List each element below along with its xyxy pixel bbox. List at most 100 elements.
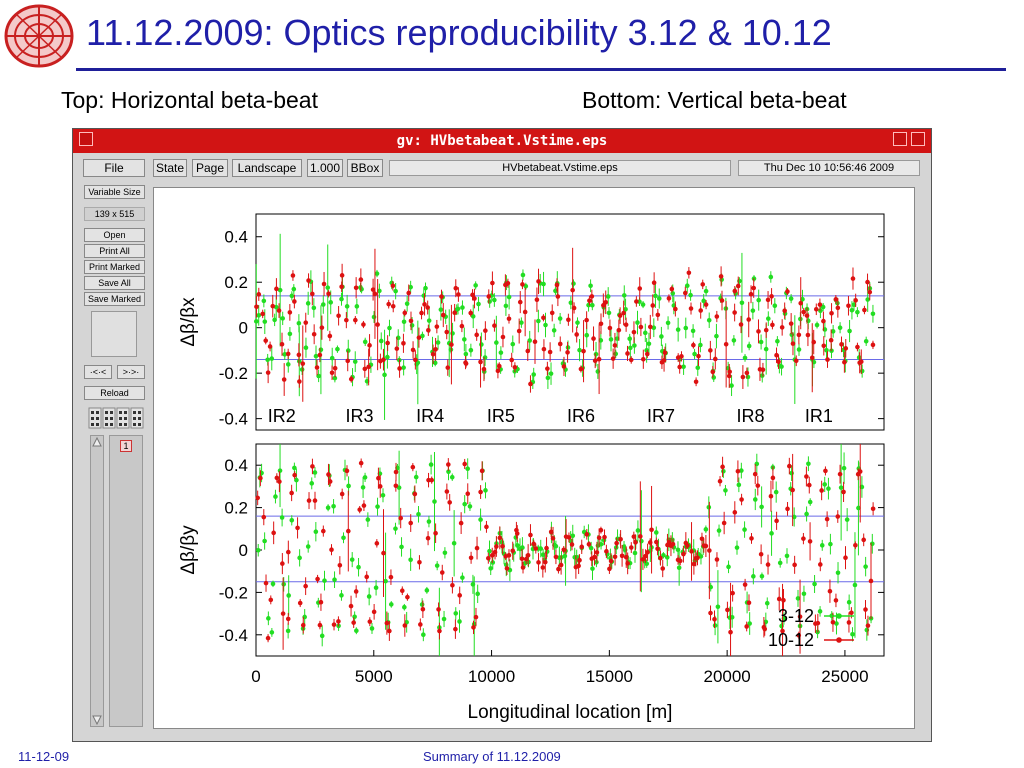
data-point bbox=[607, 325, 613, 331]
data-point bbox=[598, 541, 604, 547]
next-page-button[interactable]: >·>· bbox=[117, 365, 145, 379]
vertical-scrollbar[interactable] bbox=[90, 435, 104, 727]
data-point bbox=[593, 351, 599, 357]
data-point bbox=[766, 316, 771, 321]
data-point bbox=[684, 283, 690, 288]
data-point bbox=[523, 283, 529, 289]
save-all-button[interactable]: Save All bbox=[84, 276, 145, 290]
data-point bbox=[596, 535, 602, 541]
data-point bbox=[804, 313, 810, 318]
data-point bbox=[742, 582, 748, 587]
data-point bbox=[774, 352, 779, 358]
data-point bbox=[279, 341, 285, 347]
zoom-button[interactable]: 1.000 bbox=[307, 159, 343, 177]
data-point bbox=[315, 576, 320, 582]
data-point bbox=[867, 289, 873, 295]
data-point bbox=[381, 550, 386, 556]
page-list-item[interactable]: 1 bbox=[120, 440, 132, 452]
bbox-button[interactable]: BBox bbox=[347, 159, 383, 177]
data-point bbox=[775, 338, 780, 344]
data-point bbox=[263, 580, 269, 586]
data-point bbox=[710, 369, 716, 375]
file-menu-button[interactable]: File bbox=[83, 159, 145, 177]
data-point bbox=[472, 296, 477, 301]
data-point bbox=[829, 310, 834, 316]
data-point bbox=[309, 481, 315, 486]
data-point bbox=[408, 557, 413, 563]
data-point bbox=[628, 545, 634, 550]
data-point bbox=[645, 351, 650, 357]
data-point bbox=[463, 351, 469, 357]
data-point bbox=[756, 329, 761, 334]
data-point bbox=[835, 570, 841, 576]
data-point bbox=[849, 610, 854, 616]
page-mark-toggle-icons[interactable] bbox=[87, 407, 145, 431]
subtitle-vertical: Bottom: Vertical beta-beat bbox=[582, 87, 847, 113]
data-point bbox=[448, 347, 454, 352]
data-point bbox=[470, 314, 476, 319]
data-point bbox=[362, 366, 368, 372]
data-point bbox=[706, 317, 712, 323]
data-point bbox=[404, 301, 410, 306]
data-point bbox=[369, 626, 375, 631]
x-tick-label: 15000 bbox=[586, 667, 633, 686]
data-point bbox=[632, 550, 638, 556]
gv-titlebar: gv: HVbetabeat.Vstime.eps bbox=[73, 129, 931, 153]
x-tick-label: 0 bbox=[251, 667, 260, 686]
data-point bbox=[426, 477, 431, 483]
data-point bbox=[850, 632, 855, 637]
data-point bbox=[796, 332, 802, 338]
data-point bbox=[661, 552, 666, 558]
data-point bbox=[344, 317, 349, 323]
data-point bbox=[639, 538, 644, 544]
data-point bbox=[540, 552, 546, 558]
data-point bbox=[817, 562, 823, 567]
beta-beat-figure: 0.4 0.2 0 -0.2 -0.4 Δβ/βx IR2 IR3 IR4 IR5 IR6 IR7 IR… bbox=[178, 213, 885, 723]
annotation-background bbox=[414, 404, 455, 426]
page-panner[interactable] bbox=[91, 311, 137, 357]
data-point bbox=[525, 552, 531, 558]
state-menu-button[interactable]: State bbox=[153, 159, 187, 177]
data-point bbox=[322, 578, 327, 583]
previous-page-button[interactable]: ·<·< bbox=[84, 365, 112, 379]
open-button[interactable]: Open bbox=[84, 228, 145, 242]
data-point bbox=[290, 273, 296, 278]
reload-button[interactable]: Reload bbox=[84, 386, 145, 400]
data-point bbox=[439, 570, 445, 575]
data-point bbox=[732, 310, 737, 315]
data-point bbox=[801, 309, 807, 315]
document-canvas[interactable]: 0.4 0.2 0 -0.2 -0.4 Δβ/βx IR2 IR3 IR4 IR5 IR6 IR7 IR… bbox=[153, 187, 915, 729]
variable-size-button[interactable]: Variable Size bbox=[84, 185, 145, 199]
data-point bbox=[525, 348, 531, 354]
page-list[interactable]: 1 bbox=[109, 435, 143, 727]
save-marked-button[interactable]: Save Marked bbox=[84, 292, 145, 306]
print-all-button[interactable]: Print All bbox=[84, 244, 145, 258]
data-point bbox=[422, 302, 427, 307]
data-point bbox=[610, 356, 616, 361]
data-point bbox=[528, 532, 533, 538]
data-point bbox=[768, 274, 774, 280]
data-point bbox=[841, 489, 846, 495]
minimize-icon[interactable] bbox=[893, 132, 907, 146]
maximize-icon[interactable] bbox=[911, 132, 925, 146]
data-point bbox=[531, 541, 537, 547]
data-point bbox=[666, 296, 672, 301]
data-point bbox=[591, 336, 596, 341]
orientation-button[interactable]: Landscape bbox=[232, 159, 302, 177]
data-point bbox=[707, 548, 712, 553]
data-point bbox=[473, 283, 478, 288]
data-point bbox=[762, 626, 768, 632]
data-point bbox=[632, 343, 637, 348]
print-marked-button[interactable]: Print Marked bbox=[84, 260, 145, 274]
data-point bbox=[320, 302, 326, 307]
data-point bbox=[335, 346, 340, 352]
data-point bbox=[510, 548, 516, 554]
page-menu-button[interactable]: Page bbox=[192, 159, 228, 177]
data-point bbox=[623, 322, 629, 328]
window-menu-icon[interactable] bbox=[79, 132, 93, 146]
data-point bbox=[739, 300, 745, 306]
data-point bbox=[739, 468, 744, 473]
data-point bbox=[520, 565, 526, 570]
data-point bbox=[387, 628, 392, 634]
data-point bbox=[354, 628, 359, 634]
